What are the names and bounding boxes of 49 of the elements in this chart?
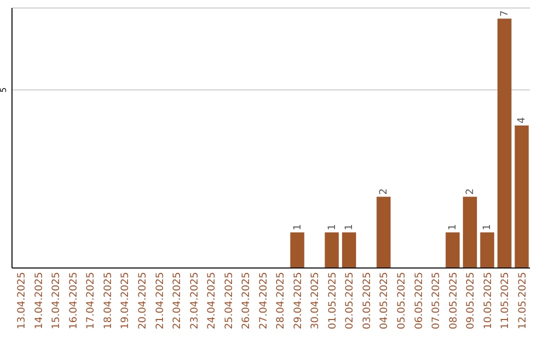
data-label: 1	[344, 224, 356, 230]
bar	[290, 232, 304, 268]
bar	[324, 232, 339, 268]
bar	[462, 196, 477, 268]
x-tick-label: 28.04.2025	[276, 272, 287, 330]
data-label: 4	[516, 117, 528, 124]
data-label: 1	[482, 224, 494, 230]
x-tick-label: 04.05.2025	[379, 272, 390, 330]
x-tick-label: 14.04.2025	[34, 272, 45, 330]
x-tick-label: 09.05.2025	[466, 272, 477, 330]
x-tick-label: 16.04.2025	[68, 272, 80, 330]
x-tick-label: 13.04.2025	[16, 272, 28, 330]
data-label: 7	[499, 10, 510, 17]
x-tick-label: 24.04.2025	[206, 272, 218, 330]
bar	[514, 126, 529, 268]
x-tick-label: 11.05.2025	[500, 272, 512, 330]
bar	[497, 18, 512, 268]
x-tick-label: 02.05.2025	[344, 272, 356, 330]
x-tick-label: 05.05.2025	[396, 272, 408, 330]
bar	[446, 232, 460, 268]
x-tick-label: 03.05.2025	[362, 272, 373, 330]
x-tick-label: 10.05.2025	[482, 272, 494, 330]
x-tick-label: 22.04.2025	[172, 272, 184, 330]
x-tick-label: 07.05.2025	[431, 272, 442, 330]
data-label: 1	[448, 224, 459, 230]
x-tick-label: 15.04.2025	[51, 272, 62, 330]
bar	[342, 232, 356, 268]
x-tick-label: 08.05.2025	[448, 272, 460, 330]
x-tick-label: 19.04.2025	[120, 272, 132, 330]
x-tick-label: 23.04.2025	[189, 272, 200, 330]
x-tick-label: 30.04.2025	[310, 272, 322, 330]
x-tick-label: 17.04.2025	[86, 272, 97, 330]
x-tick-label: 27.04.2025	[258, 272, 270, 330]
x-tick-label: 12.05.2025	[517, 272, 528, 330]
x-tick-label: 06.05.2025	[414, 272, 425, 330]
x-tick-label: 18.04.2025	[102, 272, 114, 330]
bar	[376, 196, 391, 268]
x-tick-label: 26.04.2025	[241, 272, 252, 330]
x-tick-label: 20.04.2025	[138, 272, 148, 330]
y-tick-label: 5	[0, 87, 8, 92]
data-label: 1	[292, 224, 304, 230]
x-tick-label: 21.04.2025	[154, 272, 166, 330]
data-label: 1	[326, 224, 338, 230]
x-tick-label: 25.04.2025	[224, 272, 235, 330]
bar	[480, 232, 494, 268]
data-label: 2	[378, 188, 390, 195]
data-label: 2	[464, 188, 476, 195]
x-tick-label: 01.05.2025	[327, 272, 338, 330]
x-tick-label: 29.04.2025	[292, 272, 304, 330]
